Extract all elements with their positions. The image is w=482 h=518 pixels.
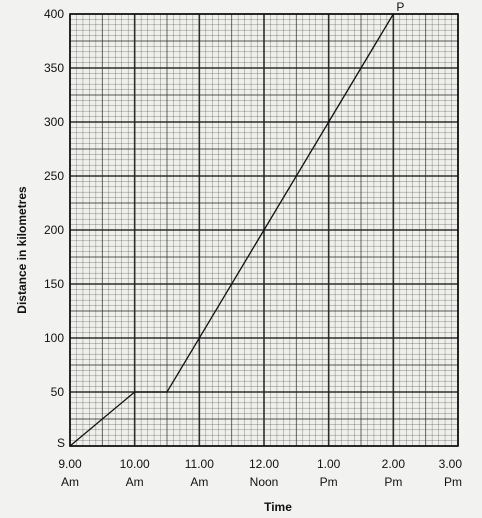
x-tick-sublabel: Pm [384,475,402,489]
x-tick-label: 12.00 [249,457,279,471]
x-tick-label: 1.00 [317,457,341,471]
y-tick-label: 100 [44,331,64,345]
journey-line [69,13,394,447]
y-tick-label: 200 [44,223,64,237]
data-point [392,13,395,15]
grid [69,13,459,447]
end-point-label: P [396,0,404,14]
plot-border [69,13,459,447]
y-tick-label: 300 [44,115,64,129]
data-point [166,391,168,393]
x-tick-sublabel: Pm [320,475,338,489]
data-point [327,121,330,123]
y-tick-label: 250 [44,169,64,183]
x-tick-label: 11.00 [185,457,214,471]
y-tick-label: 150 [44,277,64,291]
data-point [69,445,71,447]
x-tick-label: 10.00 [120,457,150,471]
x-tick-label: 9.00 [58,457,82,471]
data-point [133,391,136,393]
x-tick-sublabel: Noon [250,475,279,489]
labels: 400 350 300 250 200 150 100 50 9.00 Am 10.00 Am 11.0… [15,0,462,514]
y-axis-title: Distance in kilometres [15,186,29,314]
x-axis-title: Time [264,500,292,514]
series [69,13,395,447]
y-tick-label: 350 [44,61,64,75]
axes [69,13,459,447]
x-tick-label: 2.00 [382,457,406,471]
y-tick-label: 400 [44,7,64,21]
start-point-label: S [57,436,65,450]
x-tick-sublabel: Pm [444,475,462,489]
y-tick-label: 50 [51,385,65,399]
x-tick-sublabel: Am [61,475,79,489]
x-tick-label: 3.00 [439,457,463,471]
x-tick-sublabel: Am [190,475,208,489]
x-tick-sublabel: Am [126,475,144,489]
data-point [263,229,265,231]
